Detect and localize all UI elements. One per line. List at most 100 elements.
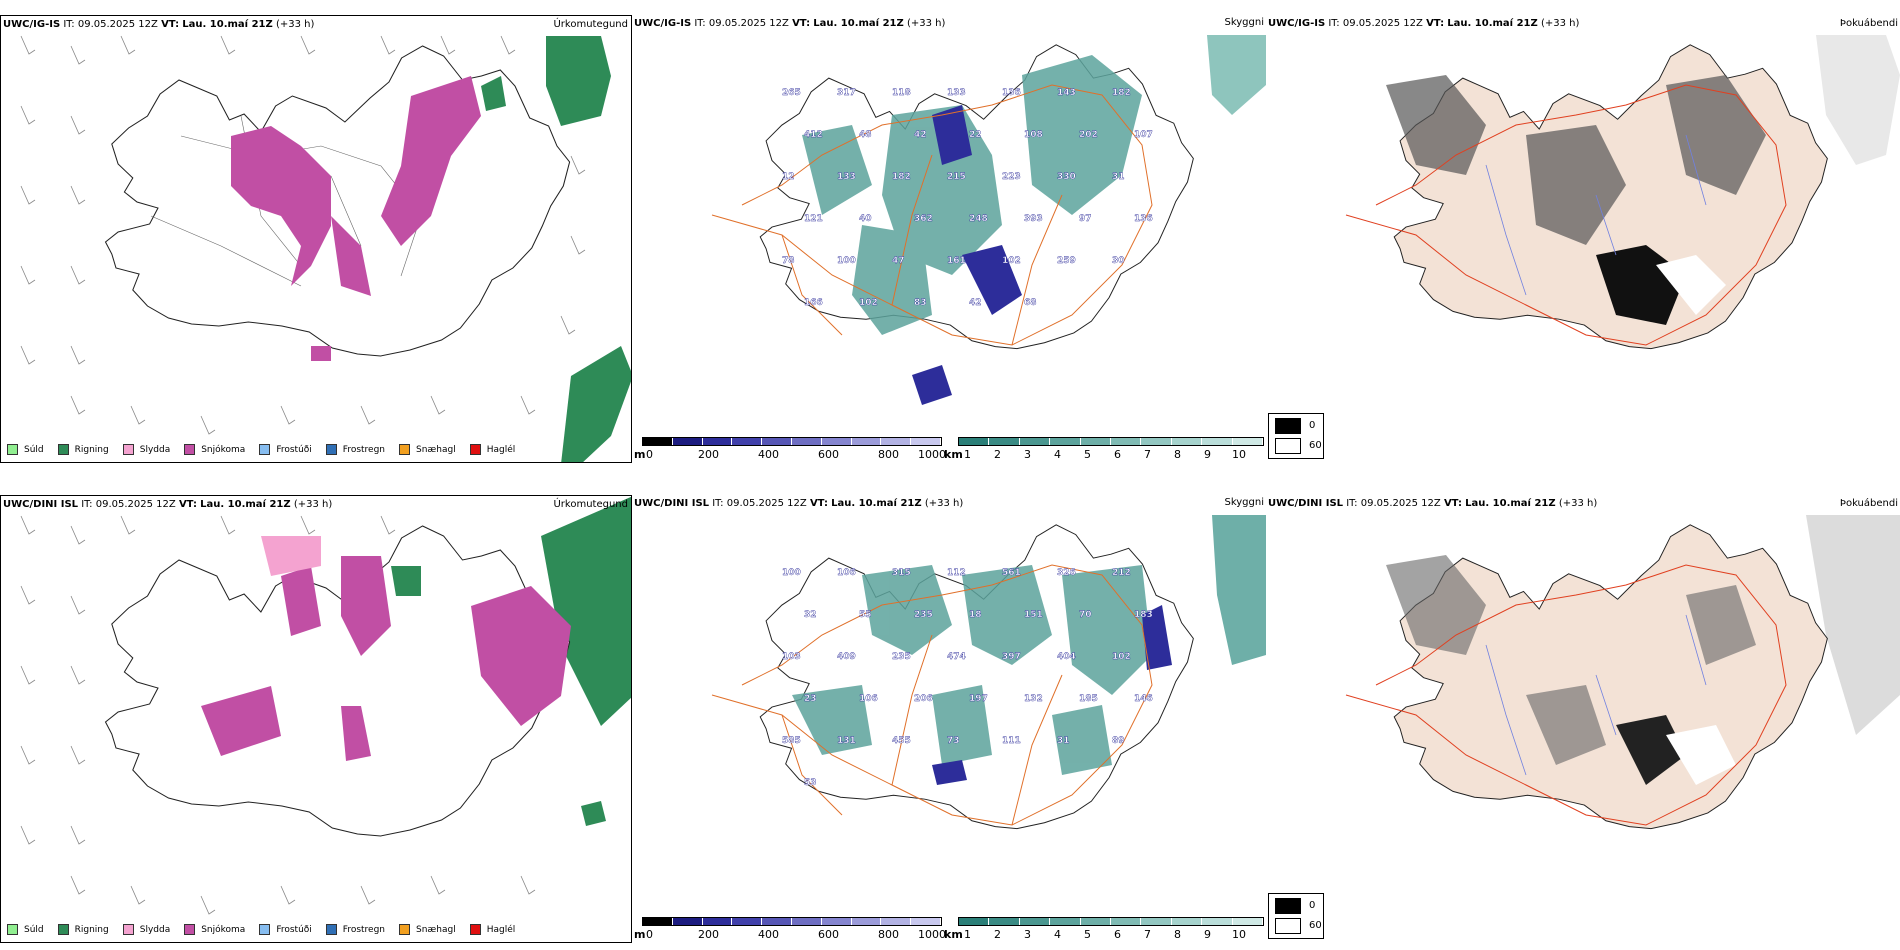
vis-value-label: 100	[782, 568, 801, 578]
legend-swatch	[122, 444, 134, 455]
lead-time: (+33 h)	[293, 499, 333, 510]
panel-header-vis-row2: UWC/DINI ISL IT: 09.05.2025 12Z VT: Lau.…	[634, 498, 963, 510]
vis-value-label: 106	[837, 568, 856, 578]
legend-swatch	[469, 444, 481, 455]
legend-label: Rigning	[74, 924, 109, 935]
fog-key-row2: 0 60	[1268, 893, 1324, 939]
legend-item: Snjókoma	[184, 444, 245, 455]
unit-km: km	[944, 448, 963, 461]
legend-item: Rigning	[57, 444, 109, 455]
legend-item: Frostúði	[259, 924, 312, 935]
tick: 5	[1084, 928, 1091, 941]
panel-title: Skyggni	[1224, 17, 1264, 28]
it-value: 09.05.2025 12Z	[95, 499, 176, 510]
legend-label: Haglél	[486, 924, 516, 935]
low-vis-areas	[932, 605, 1172, 785]
vis-value-label: 265	[782, 88, 801, 98]
vis-value-label: 100	[837, 256, 856, 266]
vis-value-label: 42	[969, 298, 982, 308]
fog-shading	[1386, 555, 1756, 765]
panel-header-fog-row1: UWC/IG-IS IT: 09.05.2025 12Z VT: Lau. 10…	[1268, 18, 1579, 30]
precip-legend: Súld Rigning Slydda Snjókoma Frostúði Fr…	[7, 924, 529, 935]
vis-value-label: 107	[1134, 130, 1153, 140]
vis-value-label: 151	[1024, 610, 1043, 620]
lead-time: (+33 h)	[924, 498, 964, 509]
rain-areas	[391, 566, 606, 826]
vis-value-label: 23	[804, 694, 817, 704]
tick: 7	[1144, 448, 1151, 461]
vis-value-label: 326	[1057, 568, 1076, 578]
road-network	[1345, 564, 1787, 826]
vis-value-label: 206	[914, 694, 933, 704]
lead-time: (+33 h)	[275, 19, 315, 30]
vis-value-label: 212	[1112, 568, 1131, 578]
legend-label: Frostregn	[342, 924, 386, 935]
vis-labels-row1: 265 317 118 133 136 143 182 412 48 42 22 108 202 107 1…	[782, 88, 1153, 308]
visibility-panel-row1: 265 317 118 133 136 143 182 412 48 42 22 108 202 107 1…	[632, 15, 1266, 463]
rivers	[1485, 134, 1707, 296]
vis-value-label: 330	[1057, 172, 1076, 182]
snow-areas	[201, 556, 571, 761]
tick: 1000	[918, 928, 946, 941]
vis-value-label: 42	[914, 130, 927, 140]
vt-label: VT:	[178, 499, 197, 510]
wind-barbs	[20, 35, 586, 435]
fog-shading	[1386, 75, 1766, 245]
road-network	[711, 564, 1153, 826]
colorbar-m	[642, 917, 942, 926]
fog-swatch-60	[1275, 918, 1301, 934]
road-network	[1345, 84, 1787, 346]
legend-label: Slydda	[139, 924, 171, 935]
tick: 5	[1084, 448, 1091, 461]
vis-value-label: 102	[1112, 652, 1131, 662]
vis-value-label: 235	[914, 610, 933, 620]
vis-value-label: 83	[914, 298, 927, 308]
legend-item: Haglél	[469, 924, 516, 935]
legend-item: Súld	[7, 924, 44, 935]
legend-swatch	[184, 924, 196, 935]
vis-value-label: 22	[969, 130, 982, 140]
wind-barbs	[20, 515, 536, 915]
vt-label: VT:	[161, 19, 180, 30]
vis-value-label: 561	[1002, 568, 1021, 578]
it-value: 09.05.2025 12Z	[1342, 18, 1423, 29]
fog-key-label: 0	[1309, 900, 1316, 911]
legend-swatch	[122, 924, 134, 935]
legend-swatch	[57, 444, 69, 455]
legend-swatch	[259, 444, 271, 455]
vis-value-label: 103	[782, 652, 801, 662]
fog-key-label: 60	[1309, 920, 1322, 931]
vis-value-label: 68	[1024, 298, 1037, 308]
it-value: 09.05.2025 12Z	[726, 498, 807, 509]
vt-value: Lau. 10.maí 21Z	[182, 19, 273, 30]
vis-value-label: 143	[1057, 88, 1076, 98]
it-label: IT:	[63, 19, 75, 30]
vis-value-label: 474	[947, 652, 966, 662]
vis-value-label: 585	[782, 736, 801, 746]
vis-value-label: 455	[892, 736, 911, 746]
panel-header: UWC/IG-IS IT: 09.05.2025 12Z VT: Lau. 10…	[3, 19, 314, 31]
vis-value-label: 132	[1024, 694, 1043, 704]
colorbar-km	[958, 917, 1264, 926]
vt-value: Lau. 10.maí 21Z	[813, 18, 904, 29]
tick: 0	[646, 928, 653, 941]
legend-swatch	[7, 924, 18, 935]
panel-header-fog-row2: UWC/DINI ISL IT: 09.05.2025 12Z VT: Lau.…	[1268, 498, 1597, 510]
legend-item: Snæhagl	[399, 924, 456, 935]
it-value: 09.05.2025 12Z	[77, 19, 158, 30]
vis-value-label: 248	[969, 214, 988, 224]
colorbar-km	[958, 437, 1264, 446]
legend-swatch	[7, 444, 18, 455]
tick: 1000	[918, 448, 946, 461]
vt-value: Lau. 10.maí 21Z	[831, 498, 922, 509]
vis-value-label: 131	[837, 736, 856, 746]
precip-map-row1	[20, 35, 631, 462]
tick: 200	[698, 448, 719, 461]
vis-value-label: 78	[782, 256, 795, 266]
tick: 10	[1232, 448, 1246, 461]
vis-value-label: 40	[859, 214, 872, 224]
legend-label: Frostúði	[276, 444, 312, 455]
tick: 2	[994, 928, 1001, 941]
tick: 4	[1054, 448, 1061, 461]
visibility-map-row2: 100 106 315 112 561 326 212 32 55 235 18 151 70 183 10…	[711, 515, 1266, 830]
